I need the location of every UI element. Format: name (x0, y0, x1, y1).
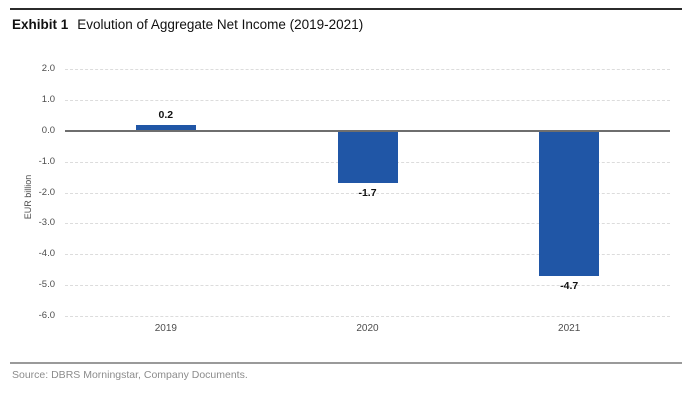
x-tick-label: 2020 (356, 323, 379, 334)
bar-value-label: -4.7 (560, 279, 579, 292)
x-tick-label: 2021 (558, 323, 581, 334)
gridline (65, 285, 670, 287)
gridline (65, 254, 670, 256)
gridline (65, 69, 670, 70)
gridline (65, 223, 670, 225)
bar-chart-plot-area: 2.0 1.0 0.0 -1.0 -2.0 -3.0 -4.0 -5.0 -6.0 0.2 2019… (39, 63, 670, 334)
bar-value-label: -1.7 (358, 187, 377, 200)
y-tick-label: -3.0 (38, 217, 55, 229)
y-tick-label: 1.0 (41, 93, 55, 105)
chart-title: Evolution of Aggregate Net Income (2019-… (77, 17, 364, 32)
y-tick-label: 0.0 (41, 124, 55, 136)
bar-2021 (539, 131, 600, 276)
bar-2020 (337, 131, 398, 184)
y-tick-label: 2.0 (41, 63, 55, 74)
y-tick-label: -5.0 (38, 279, 55, 291)
x-tick-label: 2019 (154, 323, 177, 334)
gridline (65, 316, 670, 317)
y-tick-label: -2.0 (38, 186, 55, 198)
bar-value-label: 0.2 (158, 108, 174, 121)
y-tick-label: -1.0 (38, 155, 55, 167)
exhibit-header: Exhibit 1 Evolution of Aggregate Net Inco… (12, 17, 363, 32)
zero-axis-line (65, 129, 670, 132)
gridline (65, 99, 670, 101)
y-tick-label: -4.0 (38, 248, 55, 260)
top-divider (10, 8, 682, 10)
exhibit-label: Exhibit 1 (12, 17, 69, 32)
footer-divider (10, 362, 682, 364)
gridline (65, 192, 670, 194)
source-note: Source: DBRS Morningstar, Company Docume… (12, 369, 248, 381)
bar-2019 (135, 124, 196, 131)
y-tick-label: -6.0 (38, 310, 55, 321)
